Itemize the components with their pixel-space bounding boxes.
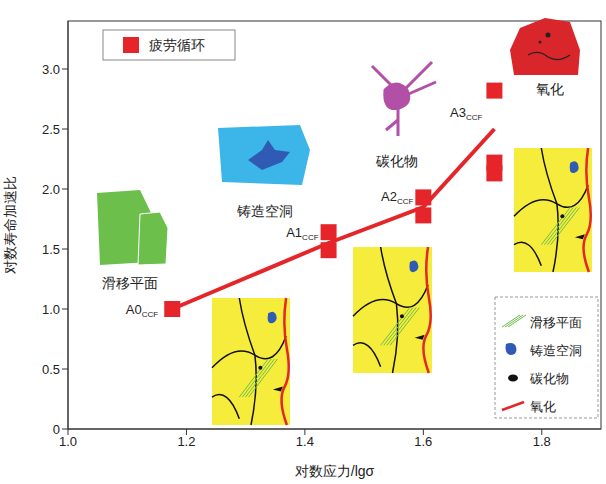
svg-text:铸造空洞: 铸造空洞 bbox=[236, 203, 293, 219]
svg-text:滑移平面: 滑移平面 bbox=[102, 275, 158, 291]
svg-text:1.0: 1.0 bbox=[42, 302, 60, 317]
svg-text:0.5: 0.5 bbox=[42, 362, 60, 377]
svg-text:A1CCF: A1CCF bbox=[286, 225, 318, 242]
svg-text:氧化: 氧化 bbox=[536, 81, 564, 97]
svg-text:A3CCF: A3CCF bbox=[450, 105, 482, 122]
svg-text:1.2: 1.2 bbox=[177, 434, 195, 449]
svg-text:氧化: 氧化 bbox=[530, 399, 556, 414]
svg-text:铸造空洞: 铸造空洞 bbox=[529, 343, 582, 358]
svg-text:对数应力/lgσ: 对数应力/lgσ bbox=[295, 463, 375, 479]
svg-text:疲劳循环: 疲劳循环 bbox=[149, 37, 205, 53]
svg-text:1.4: 1.4 bbox=[296, 434, 314, 449]
svg-text:碳化物: 碳化物 bbox=[375, 153, 418, 169]
svg-text:1.8: 1.8 bbox=[533, 434, 551, 449]
svg-text:2.0: 2.0 bbox=[42, 182, 60, 197]
svg-text:对数寿命加速比: 对数寿命加速比 bbox=[2, 176, 18, 274]
svg-text:A0CCF: A0CCF bbox=[126, 302, 158, 319]
svg-text:滑移平面: 滑移平面 bbox=[530, 315, 582, 330]
svg-text:1.0: 1.0 bbox=[59, 434, 77, 449]
svg-text:1.6: 1.6 bbox=[414, 434, 432, 449]
svg-text:2.5: 2.5 bbox=[42, 122, 60, 137]
svg-text:1.5: 1.5 bbox=[42, 242, 60, 257]
svg-text:3.0: 3.0 bbox=[42, 62, 60, 77]
svg-text:碳化物: 碳化物 bbox=[529, 371, 569, 386]
svg-text:A2CCF: A2CCF bbox=[381, 189, 413, 206]
svg-text:0: 0 bbox=[53, 422, 60, 437]
